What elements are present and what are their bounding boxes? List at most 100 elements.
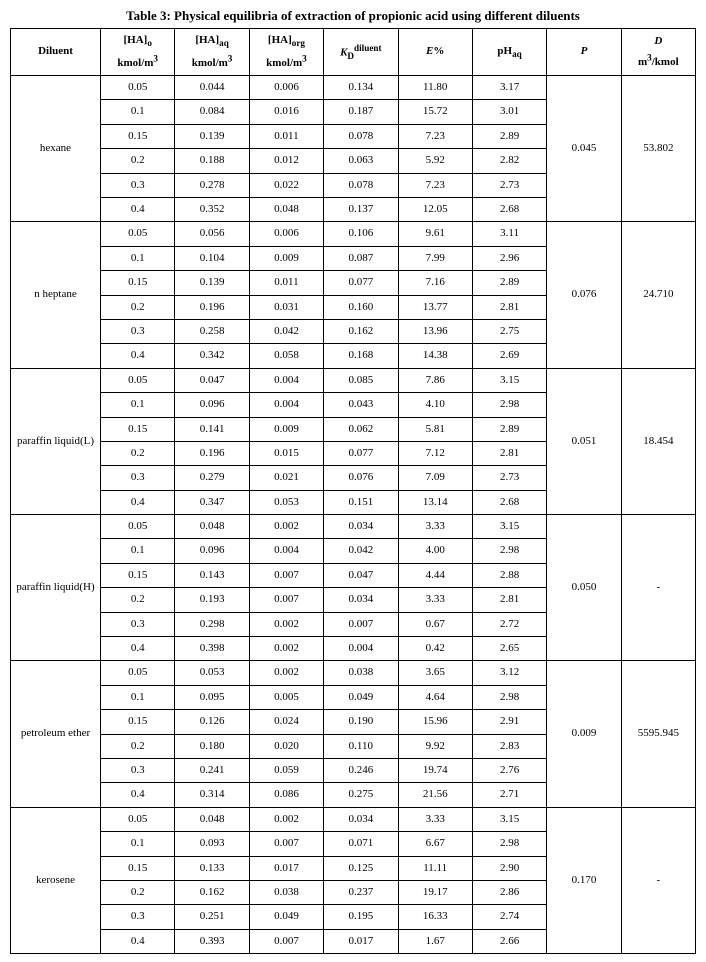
table-caption: Table 3: Physical equilibria of extracti… [10,8,696,24]
data-cell: 0.053 [249,490,323,514]
data-cell: 0.048 [249,198,323,222]
header-row: Diluent [HA]o kmol/m3 [HA]aq kmol/m3 [HA… [11,29,696,76]
data-cell: 0.298 [175,612,249,636]
data-cell: 2.73 [472,173,546,197]
data-cell: 0.4 [101,344,175,368]
data-cell: 2.98 [472,393,546,417]
data-cell: 0.007 [249,832,323,856]
data-cell: 0.043 [324,393,398,417]
diluent-cell: petroleum ether [11,661,101,807]
p-cell: 0.045 [547,76,621,222]
data-cell: 0.05 [101,807,175,831]
data-cell: 0.195 [324,905,398,929]
data-cell: 16.33 [398,905,472,929]
data-cell: 4.10 [398,393,472,417]
data-cell: 0.047 [324,563,398,587]
data-cell: 0.15 [101,710,175,734]
data-cell: 7.86 [398,368,472,392]
table-row: kerosene0.050.0480.0020.0343.333.150.170… [11,807,696,831]
data-cell: 2.81 [472,588,546,612]
data-cell: 19.74 [398,759,472,783]
data-cell: 0.062 [324,417,398,441]
data-cell: 0.15 [101,417,175,441]
data-cell: 0.049 [249,905,323,929]
data-cell: 0.024 [249,710,323,734]
data-cell: 2.81 [472,441,546,465]
data-cell: 0.126 [175,710,249,734]
data-cell: 0.398 [175,637,249,661]
data-cell: 0.049 [324,685,398,709]
data-cell: 12.05 [398,198,472,222]
data-cell: 0.007 [249,563,323,587]
data-cell: 2.89 [472,124,546,148]
data-cell: 0.4 [101,783,175,807]
data-cell: 2.69 [472,344,546,368]
data-cell: 0.077 [324,271,398,295]
data-cell: 0.2 [101,588,175,612]
data-cell: 0.021 [249,466,323,490]
data-cell: 0.002 [249,661,323,685]
data-cell: 9.92 [398,734,472,758]
data-cell: 2.83 [472,734,546,758]
data-cell: 0.168 [324,344,398,368]
data-cell: 2.89 [472,271,546,295]
col-ph: pHaq [472,29,546,76]
data-cell: 6.67 [398,832,472,856]
data-cell: 0.1 [101,539,175,563]
data-cell: 0.031 [249,295,323,319]
data-cell: 7.09 [398,466,472,490]
data-cell: 0.015 [249,441,323,465]
table-body: hexane0.050.0440.0060.13411.803.170.0455… [11,76,696,954]
data-cell: 0.034 [324,515,398,539]
data-cell: 0.009 [249,246,323,270]
data-cell: 2.96 [472,246,546,270]
data-cell: 0.151 [324,490,398,514]
data-cell: 2.90 [472,856,546,880]
col-d: D m3/kmol [621,29,695,76]
data-cell: 0.002 [249,637,323,661]
data-cell: 0.004 [249,393,323,417]
data-cell: 0.278 [175,173,249,197]
data-cell: 3.65 [398,661,472,685]
diluent-cell: paraffin liquid(L) [11,368,101,514]
data-cell: 0.05 [101,76,175,100]
data-cell: 0.012 [249,149,323,173]
data-cell: 13.77 [398,295,472,319]
data-cell: 0.007 [249,929,323,953]
data-cell: 0.047 [175,368,249,392]
data-cell: 0.180 [175,734,249,758]
data-cell: 7.23 [398,124,472,148]
data-cell: 0.15 [101,563,175,587]
col-haorg: [HA]org kmol/m3 [249,29,323,76]
data-cell: 2.68 [472,198,546,222]
d-cell: 18.454 [621,368,695,514]
diluent-cell: paraffin liquid(H) [11,515,101,661]
data-cell: 0.241 [175,759,249,783]
table-row: paraffin liquid(L)0.050.0470.0040.0857.8… [11,368,696,392]
data-cell: 0.42 [398,637,472,661]
data-cell: 0.3 [101,759,175,783]
data-cell: 2.75 [472,319,546,343]
data-cell: 0.042 [249,319,323,343]
data-cell: 0.085 [324,368,398,392]
data-cell: 0.137 [324,198,398,222]
data-cell: 2.81 [472,295,546,319]
data-cell: 0.67 [398,612,472,636]
data-cell: 0.4 [101,929,175,953]
data-cell: 0.05 [101,222,175,246]
data-cell: 0.009 [249,417,323,441]
data-cell: 0.275 [324,783,398,807]
data-cell: 0.4 [101,637,175,661]
data-cell: 7.16 [398,271,472,295]
diluent-cell: hexane [11,76,101,222]
data-cell: 0.017 [249,856,323,880]
data-cell: 0.087 [324,246,398,270]
data-cell: 0.3 [101,319,175,343]
data-cell: 21.56 [398,783,472,807]
data-cell: 0.134 [324,76,398,100]
data-cell: 0.2 [101,149,175,173]
data-cell: 2.98 [472,539,546,563]
data-cell: 0.352 [175,198,249,222]
data-cell: 0.4 [101,490,175,514]
p-cell: 0.076 [547,222,621,368]
